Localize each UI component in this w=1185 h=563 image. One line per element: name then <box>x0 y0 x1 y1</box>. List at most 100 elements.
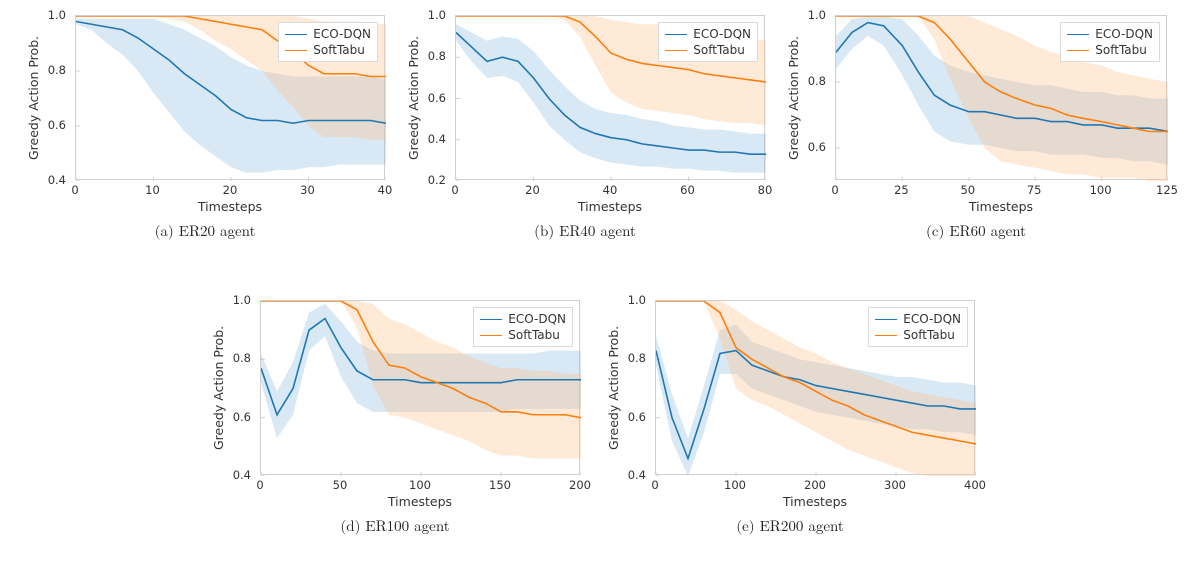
legend-swatch-softtabu <box>875 335 897 336</box>
x-tick-label: 50 <box>333 478 348 492</box>
legend-item-softtabu: SoftTabu <box>875 327 961 343</box>
y-tick-label: 0.4 <box>233 468 251 482</box>
legend-label: ECO-DQN <box>903 312 961 326</box>
plot-area: ECO-DQN SoftTabu <box>835 15 1167 180</box>
legend-item-softtabu: SoftTabu <box>285 42 371 58</box>
legend-label: SoftTabu <box>693 43 745 57</box>
panel-a: Greedy Action Prob.ECO-DQNSoftTabu0.40.6… <box>20 5 390 275</box>
x-tick-label: 150 <box>489 478 511 492</box>
x-axis-label: Timesteps <box>655 494 975 509</box>
plot-area: ECO-DQN SoftTabu <box>655 300 975 475</box>
y-tick-label: 0.6 <box>233 410 251 424</box>
y-tick-label: 0.4 <box>48 173 66 187</box>
y-ticks: 0.40.60.81.0 <box>205 300 255 475</box>
x-tick-label: 0 <box>451 183 458 197</box>
legend-label: SoftTabu <box>313 43 365 57</box>
x-tick-label: 60 <box>680 183 695 197</box>
x-tick-label: 30 <box>300 183 315 197</box>
legend-item-softtabu: SoftTabu <box>665 42 751 58</box>
y-ticks: 0.40.60.81.0 <box>20 15 70 180</box>
panel-caption: (b) ER40 agent <box>400 220 770 241</box>
x-tick-label: 200 <box>804 478 826 492</box>
x-tick-label: 0 <box>71 183 78 197</box>
y-ticks: 0.20.40.60.81.0 <box>400 15 450 180</box>
legend-label: SoftTabu <box>1095 43 1147 57</box>
y-ticks: 0.40.60.81.0 <box>600 300 650 475</box>
panel-caption: (d) ER100 agent <box>205 515 585 536</box>
x-tick-label: 50 <box>960 183 975 197</box>
x-tick-label: 25 <box>894 183 909 197</box>
x-tick-label: 0 <box>651 478 658 492</box>
y-tick-label: 1.0 <box>628 293 646 307</box>
legend: ECO-DQN SoftTabu <box>658 22 758 62</box>
x-axis-label: Timesteps <box>75 199 385 214</box>
legend-label: SoftTabu <box>508 328 560 342</box>
panel-d: Greedy Action Prob.ECO-DQNSoftTabu0.40.6… <box>205 290 585 560</box>
x-tick-label: 200 <box>569 478 591 492</box>
x-tick-label: 40 <box>378 183 393 197</box>
figure: Greedy Action Prob.ECO-DQNSoftTabu0.40.6… <box>0 0 1185 563</box>
x-tick-label: 20 <box>525 183 540 197</box>
y-tick-label: 0.4 <box>628 468 646 482</box>
y-tick-label: 0.8 <box>233 351 251 365</box>
panel-caption: (c) ER60 agent <box>780 220 1172 241</box>
legend-label: ECO-DQN <box>313 27 371 41</box>
x-tick-label: 400 <box>964 478 986 492</box>
legend-item-softtabu: SoftTabu <box>1067 42 1153 58</box>
legend-label: ECO-DQN <box>1095 27 1153 41</box>
y-tick-label: 1.0 <box>233 293 251 307</box>
y-tick-label: 0.8 <box>628 351 646 365</box>
y-tick-label: 0.8 <box>808 74 826 88</box>
legend-swatch-softtabu <box>285 50 307 51</box>
legend-label: SoftTabu <box>903 328 955 342</box>
x-axis-label: Timesteps <box>835 199 1167 214</box>
x-tick-label: 80 <box>758 183 773 197</box>
y-tick-label: 1.0 <box>808 8 826 22</box>
panel-caption: (e) ER200 agent <box>600 515 980 536</box>
x-tick-label: 100 <box>724 478 746 492</box>
legend-item-eco_dqn: ECO-DQN <box>1067 26 1153 42</box>
row-top: Greedy Action Prob.ECO-DQNSoftTabu0.40.6… <box>0 5 1185 275</box>
x-tick-label: 300 <box>884 478 906 492</box>
y-tick-label: 0.8 <box>48 63 66 77</box>
legend-item-eco_dqn: ECO-DQN <box>285 26 371 42</box>
x-tick-label: 125 <box>1156 183 1178 197</box>
legend: ECO-DQNSoftTabu <box>473 307 573 347</box>
legend-swatch-eco_dqn <box>875 319 897 320</box>
legend-swatch-eco_dqn <box>665 34 687 35</box>
legend-label: ECO-DQN <box>693 27 751 41</box>
legend-swatch-eco_dqn <box>1067 34 1089 35</box>
x-tick-label: 75 <box>1027 183 1042 197</box>
legend-swatch-softtabu <box>1067 50 1089 51</box>
x-tick-label: 100 <box>409 478 431 492</box>
y-ticks: 0.60.81.0 <box>780 15 830 180</box>
x-axis-label: Timesteps <box>260 494 580 509</box>
legend-swatch-eco_dqn <box>480 319 502 320</box>
plot-area: ECO-DQNSoftTabu <box>260 300 580 475</box>
panel-e: Greedy Action Prob.ECO-DQNSoftTabu0.40.6… <box>600 290 980 560</box>
x-axis-label: Timesteps <box>455 199 765 214</box>
y-tick-label: 1.0 <box>48 8 66 22</box>
panel-c: Greedy Action Prob.ECO-DQNSoftTabu0.60.8… <box>780 5 1172 275</box>
legend-item-eco_dqn: ECO-DQN <box>480 311 566 327</box>
legend-swatch-softtabu <box>480 335 502 336</box>
y-tick-label: 0.6 <box>428 91 446 105</box>
y-tick-label: 1.0 <box>428 8 446 22</box>
y-tick-label: 0.8 <box>428 49 446 63</box>
legend-swatch-eco_dqn <box>285 34 307 35</box>
legend: ECO-DQN SoftTabu <box>278 22 378 62</box>
panel-b: Greedy Action Prob.ECO-DQNSoftTabu0.20.4… <box>400 5 770 275</box>
legend-item-eco_dqn: ECO-DQN <box>665 26 751 42</box>
y-tick-label: 0.6 <box>628 410 646 424</box>
legend-item-eco_dqn: ECO-DQN <box>875 311 961 327</box>
y-tick-label: 0.4 <box>428 132 446 146</box>
x-tick-label: 100 <box>1090 183 1112 197</box>
y-tick-label: 0.6 <box>48 118 66 132</box>
x-tick-label: 0 <box>256 478 263 492</box>
x-tick-label: 20 <box>223 183 238 197</box>
legend: ECO-DQN SoftTabu <box>1060 22 1160 62</box>
y-tick-label: 0.2 <box>428 173 446 187</box>
legend-swatch-softtabu <box>665 50 687 51</box>
legend: ECO-DQN SoftTabu <box>868 307 968 347</box>
x-tick-label: 40 <box>603 183 618 197</box>
